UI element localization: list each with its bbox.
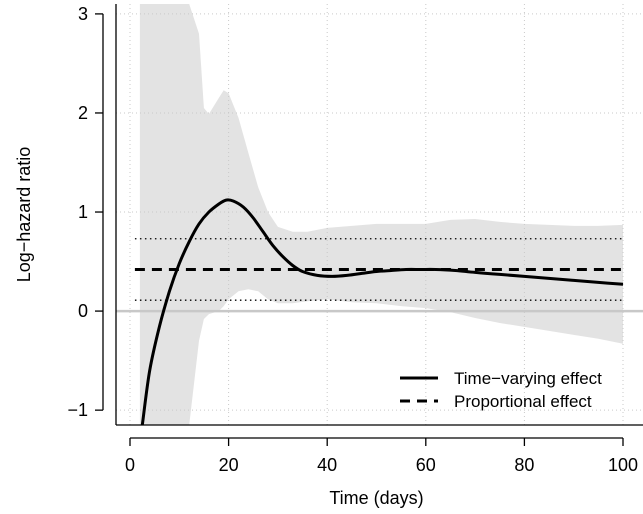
x-tick-label-20: 20 (219, 455, 239, 475)
y-tick-label-0: 0 (78, 301, 88, 321)
confidence-band (139, 4, 623, 425)
x-tick-label-100: 100 (608, 455, 638, 475)
x-tick-label-60: 60 (416, 455, 436, 475)
legend-label-1: Time−varying effect (454, 369, 602, 388)
legend-label-2: Proportional effect (454, 392, 592, 411)
y-tick-label-2: 2 (78, 103, 88, 123)
y-tick-label-3: 3 (78, 4, 88, 24)
y-axis-label: Log−hazard ratio (14, 147, 34, 283)
series-line-time-varying (140, 198, 624, 425)
y-tick-label--1: −1 (67, 400, 88, 420)
x-tick-label-0: 0 (125, 455, 135, 475)
x-tick-label-40: 40 (317, 455, 337, 475)
x-tick-label-80: 80 (514, 455, 534, 475)
y-tick-label-1: 1 (78, 202, 88, 222)
x-axis-label: Time (days) (329, 488, 423, 508)
